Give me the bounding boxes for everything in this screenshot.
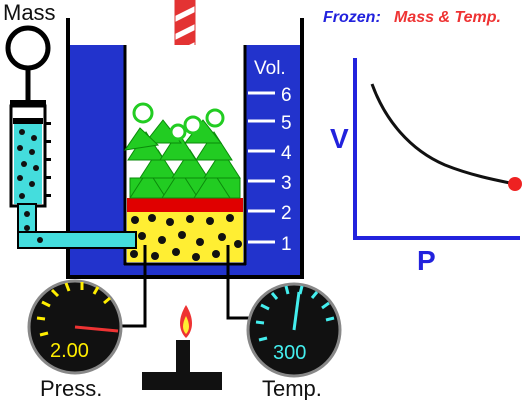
volume-tick-1: 1 bbox=[281, 234, 292, 255]
pressure-gauge: 2.00 Press. bbox=[27, 279, 123, 400]
temperature-value: 300 bbox=[273, 342, 306, 364]
burner bbox=[142, 305, 222, 390]
current-state-point bbox=[508, 177, 522, 191]
pump-handle[interactable] bbox=[5, 25, 51, 71]
volume-tick-4: 4 bbox=[281, 143, 292, 164]
gas-molecules bbox=[130, 214, 242, 261]
frozen-annotation: Frozen: Mass & Temp. bbox=[323, 9, 501, 26]
volume-tick-5: 5 bbox=[281, 113, 292, 134]
pv-graph: V P bbox=[330, 58, 522, 276]
piston bbox=[127, 198, 243, 212]
pressure-value: 2.00 bbox=[50, 340, 89, 362]
isotherm-curve bbox=[370, 83, 516, 186]
temperature-gauge: 300 Temp. bbox=[246, 282, 342, 400]
volume-label: Vol. bbox=[254, 58, 286, 79]
volume-scale: Vol. 1 2 3 4 5 6 bbox=[248, 58, 292, 255]
pressure-label: Press. bbox=[40, 376, 102, 400]
volume-tick-6: 6 bbox=[281, 85, 292, 106]
volume-tick-3: 3 bbox=[281, 173, 292, 194]
piston-weights bbox=[123, 102, 241, 199]
temperature-label: Temp. bbox=[262, 376, 322, 400]
pressure-needle bbox=[74, 325, 119, 333]
graph-x-label: P bbox=[417, 245, 436, 276]
frozen-variables: Mass & Temp. bbox=[394, 9, 501, 26]
mass-pump: Mass bbox=[3, 0, 137, 249]
volume-tick-2: 2 bbox=[281, 203, 292, 224]
graph-y-label: V bbox=[330, 123, 349, 154]
mass-label: Mass bbox=[3, 0, 56, 25]
frozen-prefix: Frozen: bbox=[323, 9, 381, 26]
temperature-needle bbox=[292, 291, 301, 331]
